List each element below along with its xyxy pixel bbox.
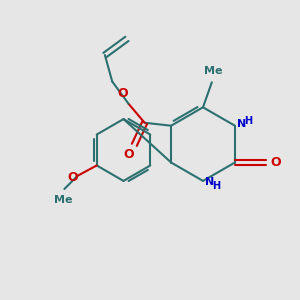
Text: O: O [68,171,79,184]
Text: O: O [123,148,134,161]
Text: O: O [270,156,281,169]
Text: N: N [205,177,214,188]
Text: Me: Me [54,195,72,205]
Text: H: H [212,181,220,191]
Text: O: O [118,87,128,100]
Text: Me: Me [204,66,223,76]
Text: H: H [244,116,252,126]
Text: N: N [237,119,246,129]
